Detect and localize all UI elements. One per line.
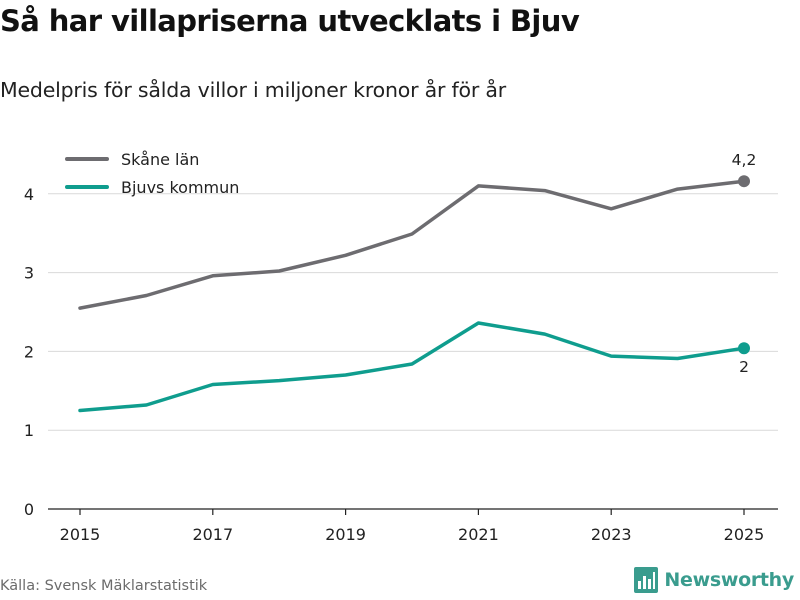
brand: Newsworthy	[634, 567, 794, 593]
grid-lines	[48, 193, 778, 431]
x-tick-label: 2015	[60, 525, 101, 544]
series-end-point	[738, 175, 750, 188]
y-tick-label: 2	[24, 342, 34, 361]
series-end-point	[738, 342, 750, 355]
y-tick-label: 0	[24, 500, 34, 519]
y-tick-label: 3	[24, 264, 34, 283]
x-tick-label: 2021	[458, 525, 499, 544]
x-tick-label: 2025	[724, 525, 765, 544]
x-tick-label: 2017	[192, 525, 233, 544]
legend-label: Skåne län	[121, 150, 199, 169]
series-line	[78, 321, 746, 413]
series-line	[78, 179, 746, 310]
x-tick-label: 2019	[325, 525, 366, 544]
y-tick-label: 4	[24, 185, 34, 204]
bar-chart-logo-icon	[634, 567, 659, 593]
page-title: Så har villapriserna utvecklats i Bjuv	[0, 4, 580, 38]
brand-name: Newsworthy	[664, 569, 794, 591]
legend: Skåne län Bjuvs kommun	[65, 150, 239, 197]
page-subtitle: Medelpris för sålda villor i miljoner kr…	[0, 78, 507, 102]
data-label: 2	[739, 358, 749, 376]
x-tick-label: 2023	[591, 525, 632, 544]
legend-label: Bjuvs kommun	[121, 178, 239, 197]
data-label: 4,2	[732, 151, 757, 169]
y-tick-label: 1	[24, 421, 34, 440]
series-group: 4,22	[78, 151, 757, 413]
source-note: Källa: Svensk Mäklarstatistik	[0, 578, 208, 594]
axes: 0 1 2 3 4 2015 2017 2019 2021 2023 2025	[24, 185, 778, 544]
